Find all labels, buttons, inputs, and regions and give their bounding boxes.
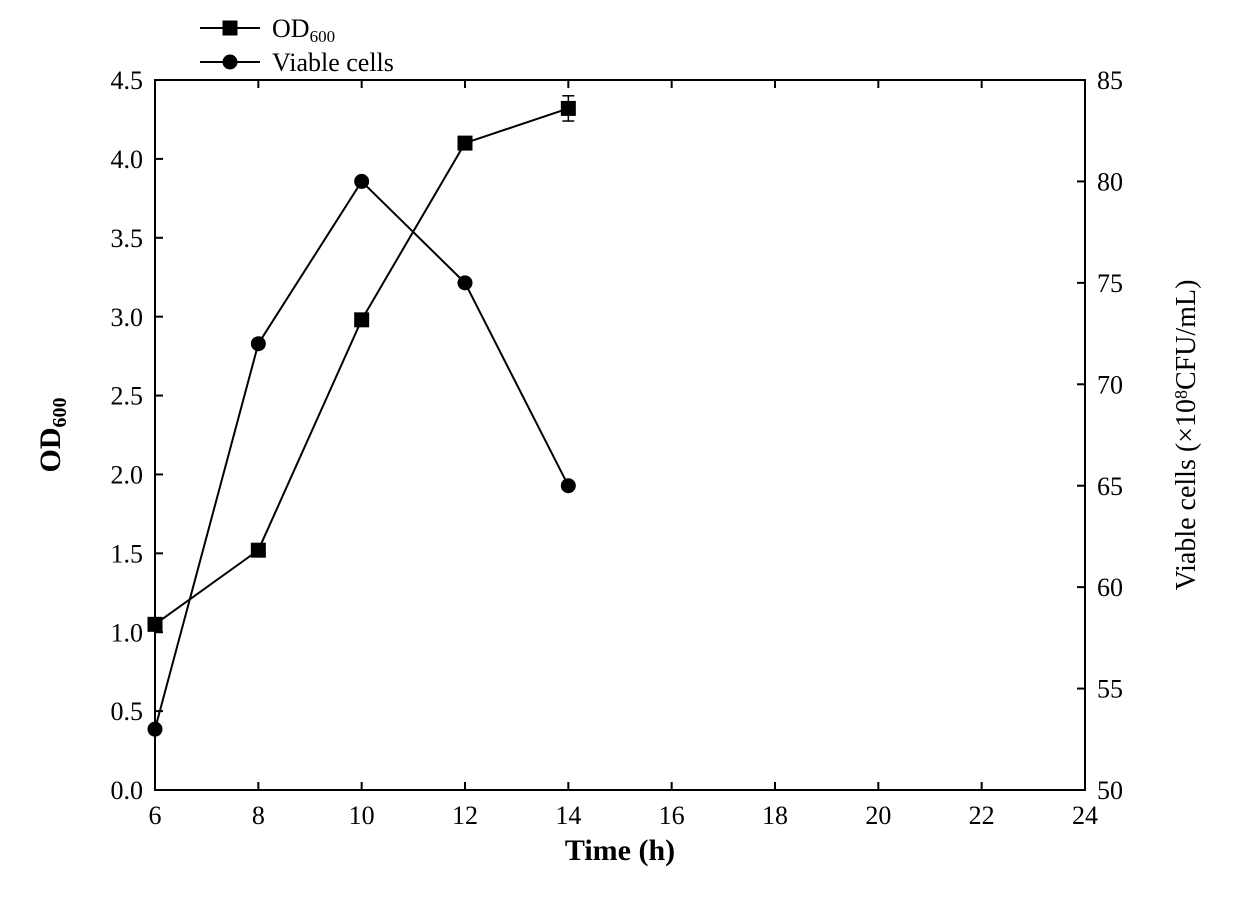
yleft-tick-label: 0.0 (111, 776, 144, 805)
yleft-tick-label: 2.0 (111, 461, 144, 490)
x-tick-label: 20 (865, 801, 891, 830)
plot-frame (155, 80, 1085, 790)
legend-label: OD600 (272, 14, 335, 46)
legend-label: Viable cells (272, 48, 394, 77)
x-tick-label: 8 (252, 801, 265, 830)
marker-circle (355, 174, 369, 188)
legend-marker-circle (223, 55, 237, 69)
yleft-tick-label: 4.0 (111, 145, 144, 174)
x-tick-label: 24 (1072, 801, 1098, 830)
yleft-tick-label: 2.5 (111, 382, 144, 411)
yright-tick-label: 50 (1097, 776, 1123, 805)
x-tick-label: 6 (149, 801, 162, 830)
legend-marker-square (223, 21, 237, 35)
yright-tick-label: 65 (1097, 472, 1123, 501)
yleft-title-group: OD600 (34, 398, 71, 473)
marker-square (458, 136, 472, 150)
yright-tick-label: 80 (1097, 168, 1123, 197)
yleft-tick-label: 1.5 (111, 539, 144, 568)
yleft-tick-label: 0.5 (111, 697, 144, 726)
yleft-tick-label: 1.0 (111, 618, 144, 647)
yleft-tick-label: 3.0 (111, 303, 144, 332)
yleft-tick-label: 3.5 (111, 224, 144, 253)
yright-tick-label: 55 (1097, 675, 1123, 704)
yleft-tick-label: 4.5 (111, 66, 144, 95)
yright-tick-label: 60 (1097, 573, 1123, 602)
x-tick-label: 16 (659, 801, 685, 830)
x-axis-title: Time (h) (565, 834, 675, 867)
marker-square (148, 617, 162, 631)
x-tick-label: 22 (969, 801, 995, 830)
marker-circle (458, 276, 472, 290)
yright-tick-label: 85 (1097, 66, 1123, 95)
chart-svg: 6 8 10 12 14 16 18 20 22 24 0.0 0.5 1.0 1.5 2.0 2.5 3.0 3… (0, 0, 1239, 904)
marker-circle (561, 479, 575, 493)
marker-square (355, 313, 369, 327)
x-tick-label: 14 (555, 801, 581, 830)
marker-circle (251, 337, 265, 351)
series-line-Viable cells (155, 181, 568, 729)
marker-square (251, 543, 265, 557)
yright-title: Viable cells (×108CFU/mL) (1171, 280, 1202, 591)
yright-tick-label: 75 (1097, 269, 1123, 298)
yright-tick-label: 70 (1097, 370, 1123, 399)
x-tick-label: 10 (349, 801, 375, 830)
yright-title-group: Viable cells (×108CFU/mL) (1171, 280, 1202, 591)
yleft-title: OD600 (34, 398, 71, 473)
growth-chart: { "chart": { "type": "line", "width_px":… (0, 0, 1239, 904)
marker-circle (148, 722, 162, 736)
x-tick-label: 12 (452, 801, 478, 830)
marker-square (561, 101, 575, 115)
x-tick-label: 18 (762, 801, 788, 830)
